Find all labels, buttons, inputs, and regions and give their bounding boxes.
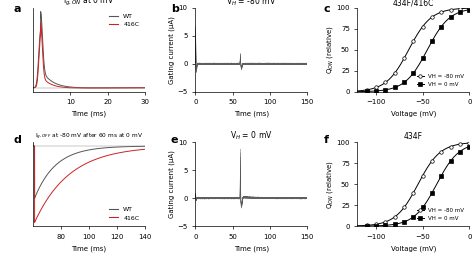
Legend: VH = -80 mV, VH = 0 mV: VH = -80 mV, VH = 0 mV [415,72,466,89]
Title: 434F/416C: 434F/416C [392,0,434,7]
Y-axis label: Gating current (μA): Gating current (μA) [168,16,174,84]
Title: V$_H$ = -80 mV: V$_H$ = -80 mV [226,0,276,8]
Y-axis label: Gating current (μA): Gating current (μA) [168,150,174,218]
Legend: WT, 416C: WT, 416C [106,204,142,223]
X-axis label: Time (ms): Time (ms) [234,245,269,252]
Text: b: b [171,4,179,14]
X-axis label: Time (ms): Time (ms) [72,111,107,118]
Text: e: e [171,135,178,146]
Legend: WT, 416C: WT, 416C [106,11,142,30]
Text: c: c [324,4,330,14]
Title: 434F: 434F [404,132,423,141]
Text: f: f [324,135,329,146]
X-axis label: Voltage (mV): Voltage (mV) [391,111,436,118]
X-axis label: Voltage (mV): Voltage (mV) [391,245,436,252]
Y-axis label: Q$_{ON}$ (relative): Q$_{ON}$ (relative) [325,25,335,74]
Text: a: a [13,4,20,14]
Y-axis label: Q$_{ON}$ (relative): Q$_{ON}$ (relative) [325,160,335,209]
Title: I$_{g,OFF}$ at -80 mV after 60 ms at 0 mV: I$_{g,OFF}$ at -80 mV after 60 ms at 0 m… [35,132,143,142]
Title: V$_H$ = 0 mV: V$_H$ = 0 mV [230,130,273,142]
Title: I$_{g,ON}$ at 0 mV: I$_{g,ON}$ at 0 mV [64,0,115,8]
X-axis label: Time (ms): Time (ms) [72,245,107,252]
X-axis label: Time (ms): Time (ms) [234,111,269,118]
Text: d: d [13,135,21,146]
Legend: VH = -80 mV, VH = 0 mV: VH = -80 mV, VH = 0 mV [415,206,466,223]
